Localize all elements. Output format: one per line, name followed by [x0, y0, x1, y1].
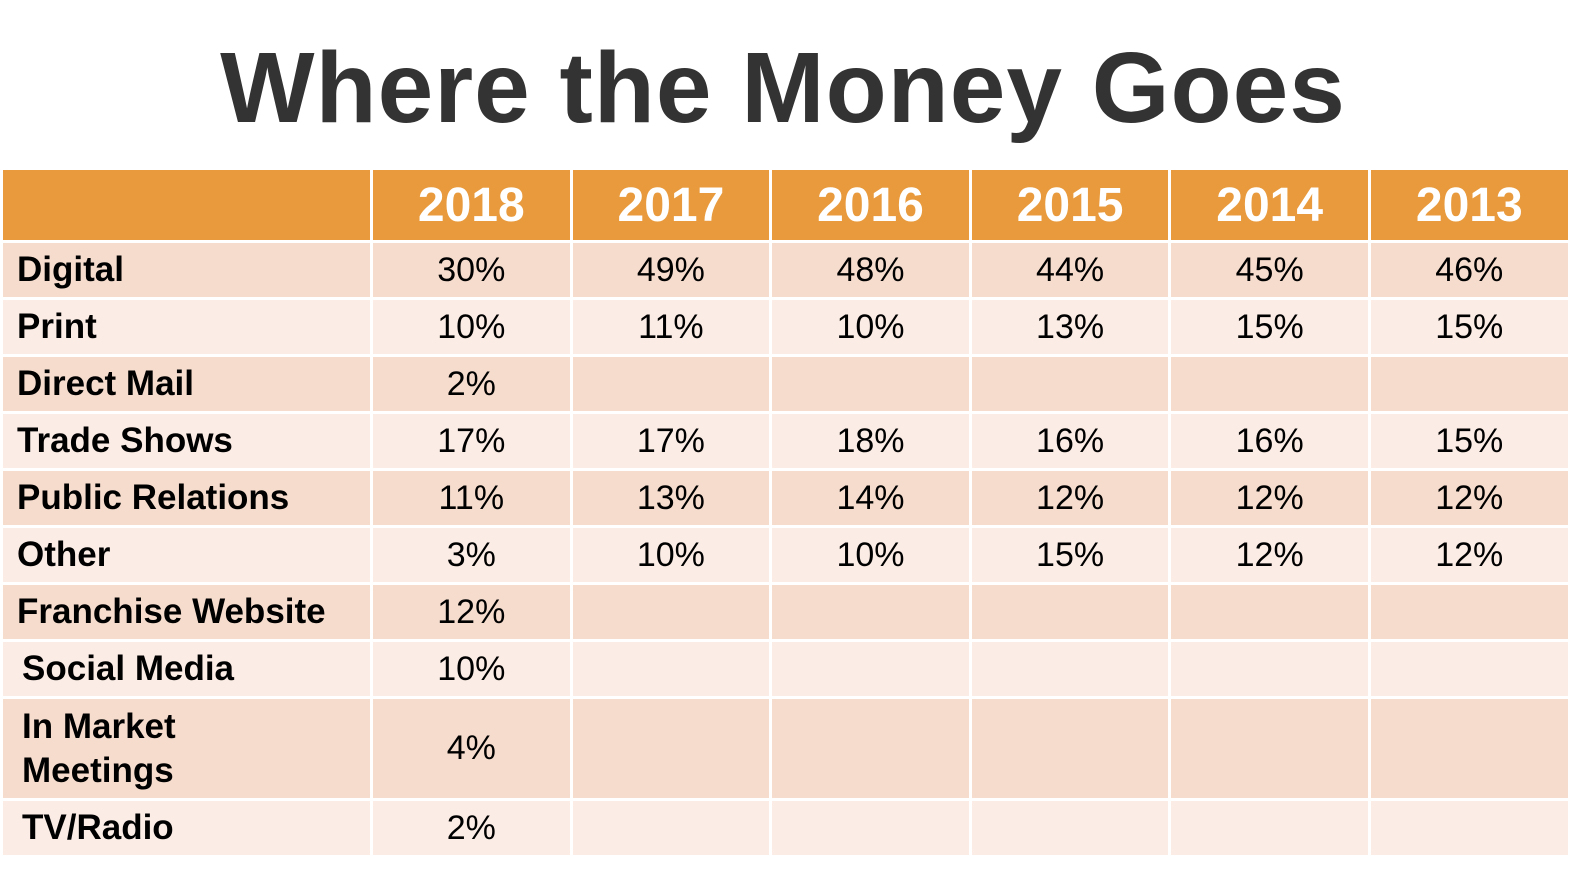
table-cell [968, 696, 1172, 801]
table-cell: 12% [370, 582, 573, 642]
table-cell [968, 582, 1172, 642]
table-cell: 3% [370, 525, 573, 585]
table-cell: 17% [569, 411, 773, 471]
row-label: Public Relations [0, 468, 373, 528]
table-cell: 10% [370, 297, 573, 357]
table-cell: 17% [370, 411, 573, 471]
table-cell [968, 798, 1172, 858]
table-cell [569, 582, 773, 642]
year-header: 2014 [1168, 167, 1371, 243]
table-row: Print 10% 11% 10% 13% 15% 15% [0, 297, 1571, 357]
table-cell: 10% [769, 297, 972, 357]
table-cell: 2% [370, 798, 573, 858]
table-row: Trade Shows 17% 17% 18% 16% 16% 15% [0, 411, 1571, 471]
table-cell: 10% [769, 525, 972, 585]
table-cell: 15% [968, 525, 1172, 585]
marketing-spend-table: 2018 2017 2016 2015 2014 2013 Digital 30… [0, 167, 1571, 858]
table-cell [569, 354, 773, 414]
table-cell [1367, 582, 1571, 642]
row-label: Other [0, 525, 373, 585]
table-cell: 10% [569, 525, 773, 585]
table-cell: 18% [769, 411, 972, 471]
table-cell: 16% [968, 411, 1172, 471]
table-cell [569, 798, 773, 858]
table-cell: 13% [968, 297, 1172, 357]
table-row: Social Media 10% [0, 639, 1571, 699]
table-cell: 16% [1168, 411, 1371, 471]
table-cell [769, 798, 972, 858]
table-cell: 11% [370, 468, 573, 528]
table-cell: 12% [1168, 525, 1371, 585]
table-row: Direct Mail 2% [0, 354, 1571, 414]
table-header-row: 2018 2017 2016 2015 2014 2013 [0, 167, 1571, 243]
table-cell: 13% [569, 468, 773, 528]
row-label: In Market Meetings [0, 696, 373, 801]
table-row: Other 3% 10% 10% 15% 12% 12% [0, 525, 1571, 585]
table-cell [1168, 354, 1371, 414]
table-row: Franchise Website 12% [0, 582, 1571, 642]
year-header: 2018 [370, 167, 573, 243]
year-header: 2016 [769, 167, 972, 243]
table-cell: 44% [968, 240, 1172, 300]
table-cell: 15% [1168, 297, 1371, 357]
year-header: 2013 [1367, 167, 1571, 243]
table-cell: 12% [1168, 468, 1371, 528]
page-title: Where the Money Goes [220, 32, 1346, 144]
table-cell: 30% [370, 240, 573, 300]
row-label: Digital [0, 240, 373, 300]
row-label: Social Media [0, 639, 373, 699]
row-label: Franchise Website [0, 582, 373, 642]
row-label: Print [0, 297, 373, 357]
row-label: TV/Radio [0, 798, 373, 858]
table-row: TV/Radio 2% [0, 798, 1571, 858]
table-cell: 12% [1367, 468, 1571, 528]
table-row: Digital 30% 49% 48% 44% 45% 46% [0, 240, 1571, 300]
table-cell [1367, 696, 1571, 801]
table-cell [1168, 696, 1371, 801]
table-cell: 48% [769, 240, 972, 300]
table-cell [968, 354, 1172, 414]
table-cell [769, 639, 972, 699]
table-cell: 45% [1168, 240, 1371, 300]
table-cell [1168, 798, 1371, 858]
table-cell [769, 354, 972, 414]
table-cell [769, 696, 972, 801]
table-cell [569, 696, 773, 801]
table-row: In Market Meetings 4% [0, 696, 1571, 801]
table-cell [1367, 639, 1571, 699]
header-corner-cell [0, 167, 373, 243]
table-cell: 12% [968, 468, 1172, 528]
table-cell: 10% [370, 639, 573, 699]
table-cell: 15% [1367, 297, 1571, 357]
table-cell: 14% [769, 468, 972, 528]
table-cell [769, 582, 972, 642]
row-label: Direct Mail [0, 354, 373, 414]
table-cell: 11% [569, 297, 773, 357]
table-cell: 4% [370, 696, 573, 801]
table-cell [1367, 354, 1571, 414]
row-label: Trade Shows [0, 411, 373, 471]
year-header: 2017 [569, 167, 773, 243]
table-cell [1367, 798, 1571, 858]
year-header: 2015 [968, 167, 1172, 243]
table-row: Public Relations 11% 13% 14% 12% 12% 12% [0, 468, 1571, 528]
table-cell: 46% [1367, 240, 1571, 300]
table-cell [1168, 582, 1371, 642]
table-cell: 2% [370, 354, 573, 414]
table-cell: 12% [1367, 525, 1571, 585]
table-cell [968, 639, 1172, 699]
table-cell: 15% [1367, 411, 1571, 471]
table-cell [569, 639, 773, 699]
table-cell: 49% [569, 240, 773, 300]
table-cell [1168, 639, 1371, 699]
